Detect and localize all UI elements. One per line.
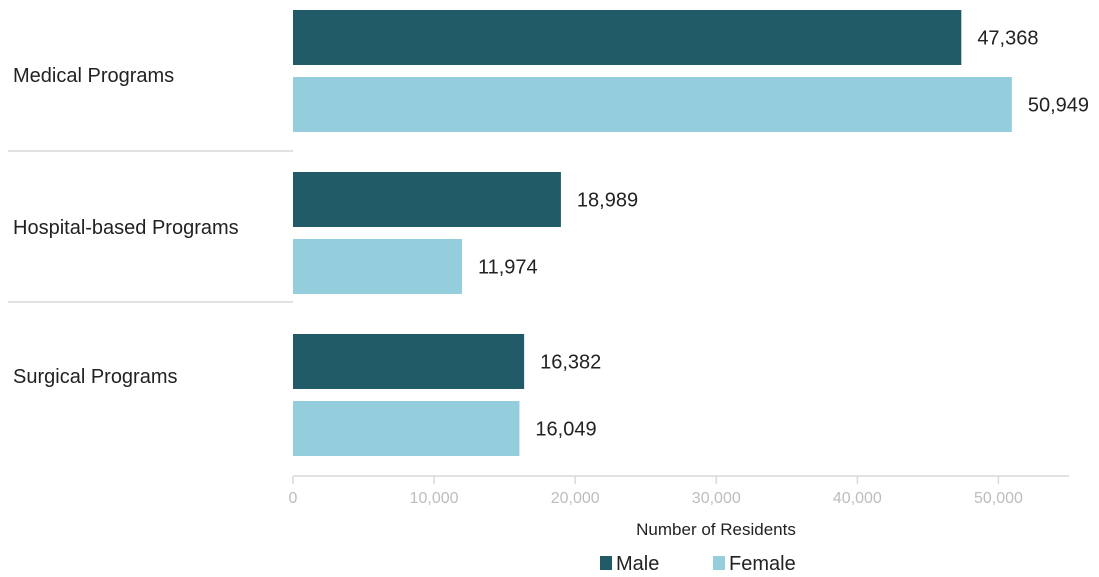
x-tick-label: 50,000 (974, 490, 1023, 507)
data-label: 18,989 (577, 190, 638, 212)
bar-male (293, 334, 525, 389)
data-label: 47,368 (977, 28, 1038, 50)
x-tick-label: 40,000 (833, 490, 882, 507)
data-labels: 47,368 50,949 18,989 11,974 16,382 16,049 (478, 28, 1089, 441)
data-label: 50,949 (1028, 95, 1089, 117)
bar-male (293, 172, 561, 227)
data-label: 16,382 (540, 352, 601, 374)
bar-female (293, 239, 462, 294)
category-labels: Medical Programs Hospital-based Programs S… (13, 65, 239, 388)
x-tick-label: 10,000 (410, 490, 459, 507)
bar-male (293, 10, 962, 65)
x-tick-label: 0 (289, 490, 298, 507)
x-tick-label: 30,000 (692, 490, 741, 507)
bars (293, 10, 1012, 456)
x-axis-ticks: 0 10,000 20,000 30,000 40,000 50,000 (289, 476, 1023, 507)
legend: Male Female (600, 553, 796, 575)
data-label: 11,974 (478, 257, 538, 279)
legend-label-male: Male (616, 553, 659, 575)
x-tick-label: 20,000 (551, 490, 600, 507)
category-label: Surgical Programs (13, 366, 178, 388)
data-label: 16,049 (535, 419, 596, 441)
legend-swatch-female (713, 556, 725, 570)
bar-female (293, 401, 520, 456)
legend-swatch-male (600, 556, 612, 570)
legend-label-female: Female (729, 553, 796, 575)
category-separators (8, 150, 293, 303)
x-axis-title: Number of Residents (636, 520, 796, 539)
bar-female (293, 77, 1012, 132)
category-label: Medical Programs (13, 65, 174, 87)
category-label: Hospital-based Programs (13, 217, 239, 239)
